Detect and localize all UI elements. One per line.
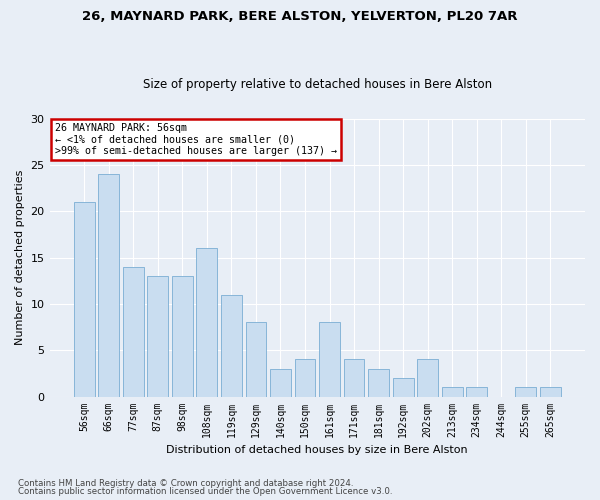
Bar	[123, 267, 144, 396]
Text: Contains public sector information licensed under the Open Government Licence v3: Contains public sector information licen…	[18, 487, 392, 496]
Bar	[245, 322, 266, 396]
Bar	[344, 360, 364, 397]
Bar	[221, 294, 242, 396]
Bar	[442, 388, 463, 396]
Bar	[466, 388, 487, 396]
Bar	[392, 378, 413, 396]
Bar	[540, 388, 560, 396]
Bar	[148, 276, 168, 396]
Title: Size of property relative to detached houses in Bere Alston: Size of property relative to detached ho…	[143, 78, 492, 91]
Text: 26, MAYNARD PARK, BERE ALSTON, YELVERTON, PL20 7AR: 26, MAYNARD PARK, BERE ALSTON, YELVERTON…	[82, 10, 518, 23]
Bar	[270, 369, 291, 396]
Bar	[417, 360, 438, 397]
Bar	[98, 174, 119, 396]
Text: 26 MAYNARD PARK: 56sqm
← <1% of detached houses are smaller (0)
>99% of semi-det: 26 MAYNARD PARK: 56sqm ← <1% of detached…	[55, 122, 337, 156]
Bar	[515, 388, 536, 396]
Text: Contains HM Land Registry data © Crown copyright and database right 2024.: Contains HM Land Registry data © Crown c…	[18, 478, 353, 488]
Bar	[172, 276, 193, 396]
Bar	[295, 360, 316, 397]
X-axis label: Distribution of detached houses by size in Bere Alston: Distribution of detached houses by size …	[166, 445, 468, 455]
Bar	[74, 202, 95, 396]
Bar	[319, 322, 340, 396]
Bar	[368, 369, 389, 396]
Bar	[196, 248, 217, 396]
Y-axis label: Number of detached properties: Number of detached properties	[15, 170, 25, 345]
